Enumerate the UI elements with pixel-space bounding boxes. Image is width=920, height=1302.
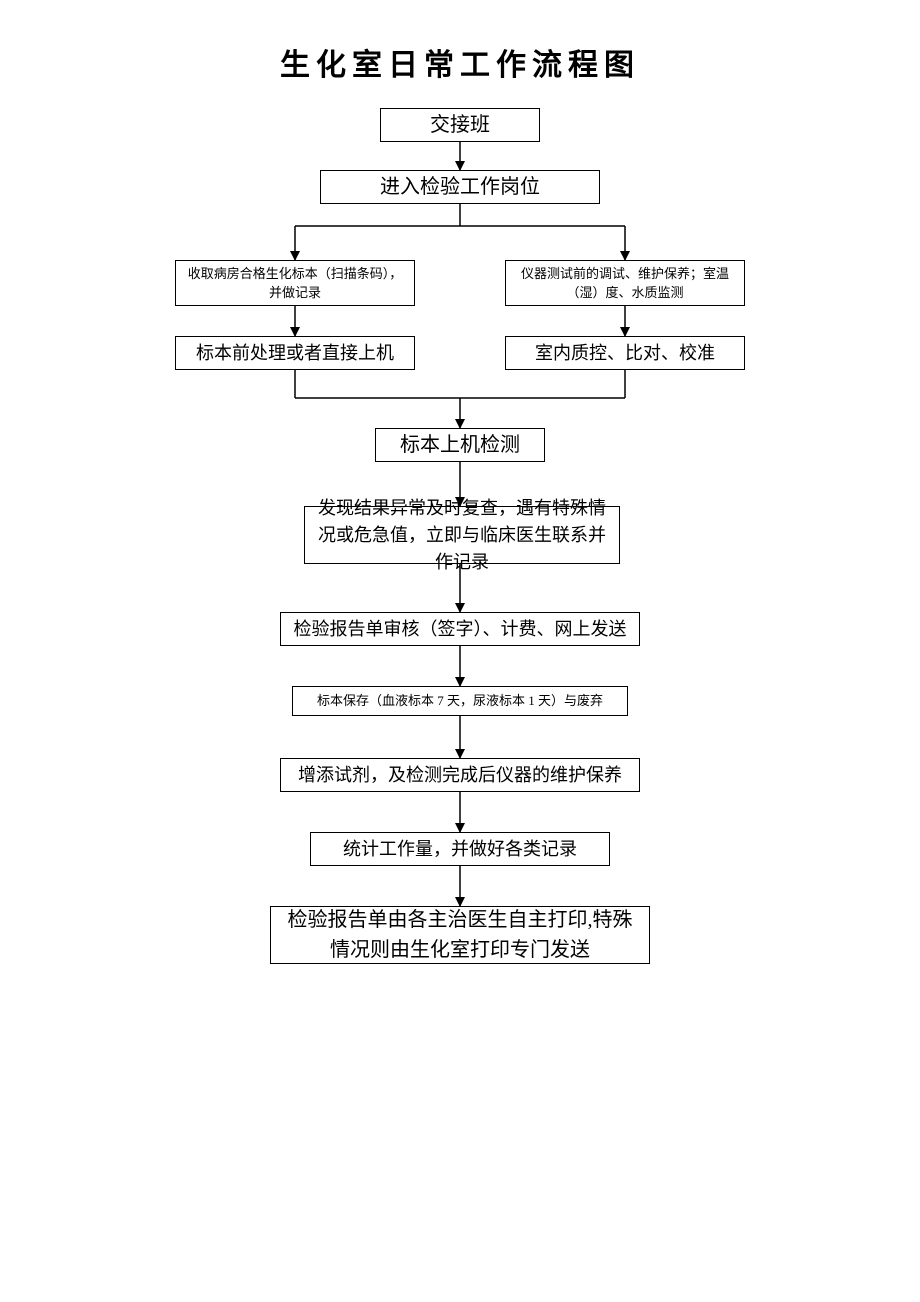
node-label: 标本保存（血液标本 7 天，尿液标本 1 天）与废弃 bbox=[317, 691, 603, 711]
node-label: 统计工作量，并做好各类记录 bbox=[343, 836, 577, 863]
page-title: 生化室日常工作流程图 bbox=[0, 40, 920, 84]
node-label: 仪器测试前的调试、维护保养；室温（湿）度、水质监测 bbox=[516, 264, 734, 303]
node-label: 进入检验工作岗位 bbox=[380, 172, 540, 202]
node-label: 检验报告单审核（签字）、计费、网上发送 bbox=[294, 616, 627, 643]
node-abnormal-review: 发现结果异常及时复查，遇有特殊情况或危急值，立即与临床医生联系并作记录 bbox=[304, 506, 620, 564]
node-qc-calibration: 室内质控、比对、校准 bbox=[505, 336, 745, 370]
node-label: 室内质控、比对、校准 bbox=[535, 340, 715, 367]
flowchart-canvas: 生化室日常工作流程图 交接班 进入检验工作岗位 收取病房合格生化标本（扫描条码）… bbox=[0, 0, 920, 1302]
node-enter-post: 进入检验工作岗位 bbox=[320, 170, 600, 204]
node-report-print: 检验报告单由各主治医生自主打印,特殊情况则由生化室打印专门发送 bbox=[270, 906, 650, 964]
node-label: 收取病房合格生化标本（扫描条码），并做记录 bbox=[186, 264, 404, 303]
node-specimen-storage: 标本保存（血液标本 7 天，尿液标本 1 天）与废弃 bbox=[292, 686, 628, 716]
node-workload-stats: 统计工作量，并做好各类记录 bbox=[310, 832, 610, 866]
node-instrument-prep: 仪器测试前的调试、维护保养；室温（湿）度、水质监测 bbox=[505, 260, 745, 306]
node-reagent-maintenance: 增添试剂，及检测完成后仪器的维护保养 bbox=[280, 758, 640, 792]
node-label: 增添试剂，及检测完成后仪器的维护保养 bbox=[298, 762, 622, 789]
node-receive-specimen: 收取病房合格生化标本（扫描条码），并做记录 bbox=[175, 260, 415, 306]
node-label: 发现结果异常及时复查，遇有特殊情况或危急值，立即与临床医生联系并作记录 bbox=[315, 495, 609, 576]
node-label: 标本前处理或者直接上机 bbox=[196, 340, 394, 367]
node-shift-handover: 交接班 bbox=[380, 108, 540, 142]
node-report-review: 检验报告单审核（签字）、计费、网上发送 bbox=[280, 612, 640, 646]
node-testing: 标本上机检测 bbox=[375, 428, 545, 462]
node-label: 交接班 bbox=[430, 110, 490, 140]
node-specimen-pretreat: 标本前处理或者直接上机 bbox=[175, 336, 415, 370]
node-label: 检验报告单由各主治医生自主打印,特殊情况则由生化室打印专门发送 bbox=[281, 905, 639, 965]
node-label: 标本上机检测 bbox=[400, 430, 520, 460]
